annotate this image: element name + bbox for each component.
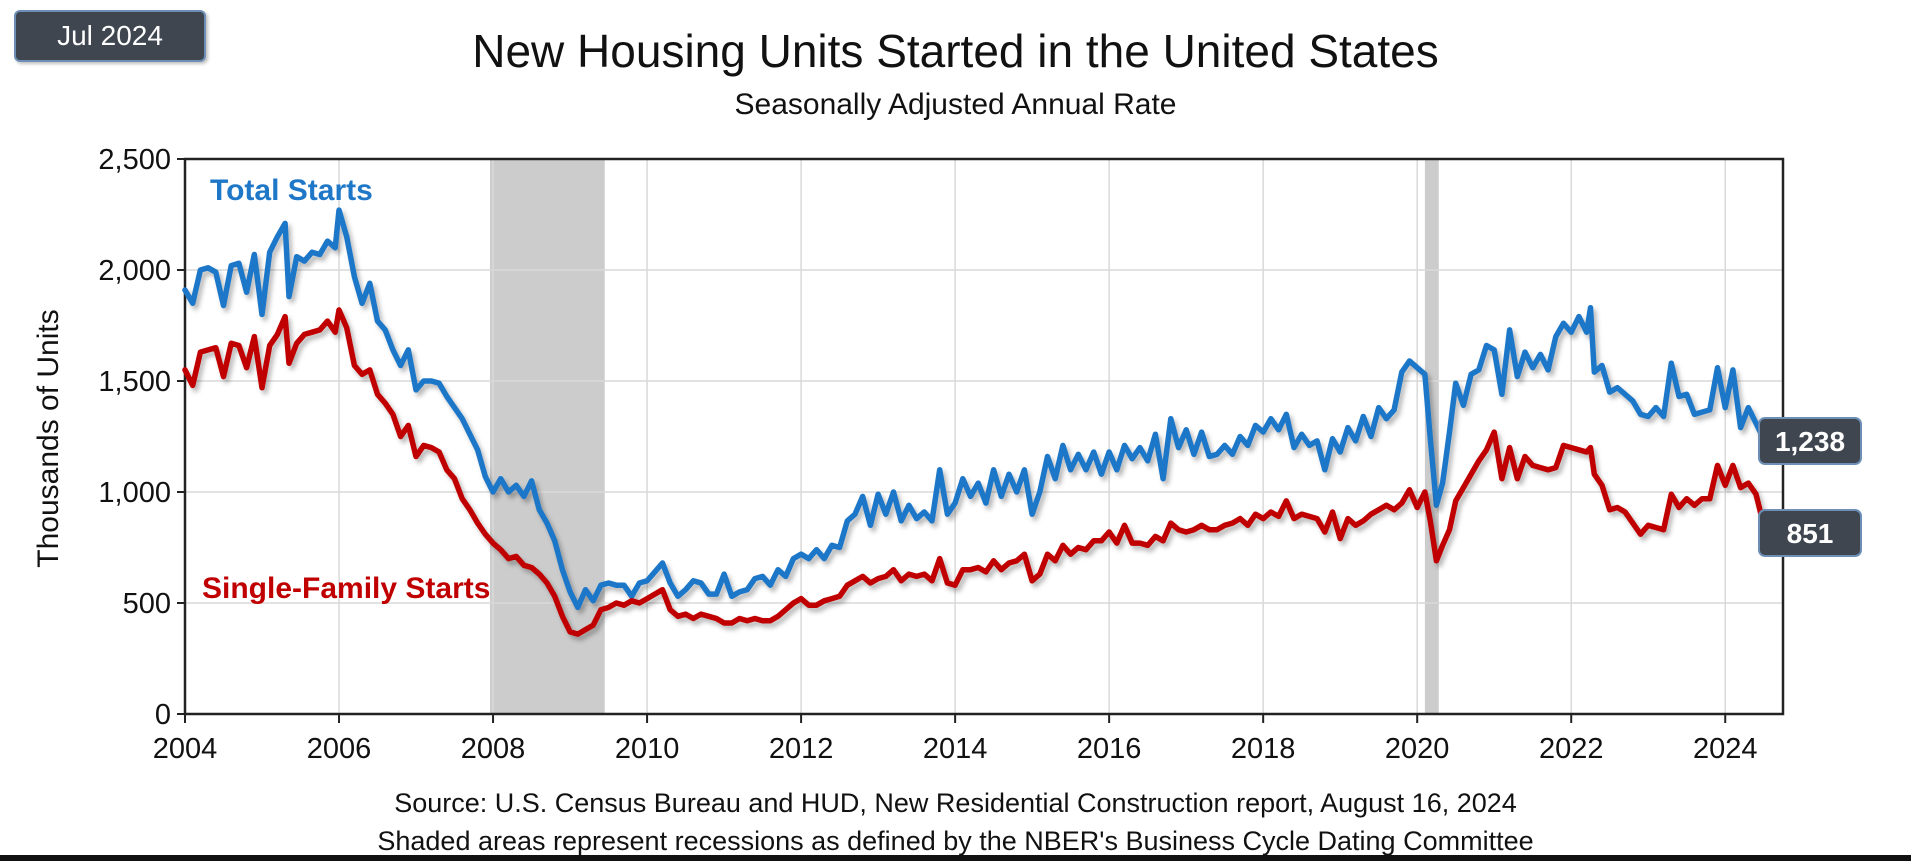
end-value-1: 851 <box>1758 509 1862 557</box>
line-chart: 0 500 1,000 1,500 2,000 2,500 2004 2006 2008 201… <box>32 144 1862 765</box>
recession-shading <box>489 159 1439 714</box>
x-tick-label: 2008 <box>461 733 526 765</box>
x-tick-label: 2010 <box>615 733 680 765</box>
y-tick-label: 1,500 <box>98 366 171 398</box>
source-note: Source: U.S. Census Bureau and HUD, New … <box>394 788 1517 818</box>
bottom-rule <box>0 855 1911 861</box>
x-tick-label: 2020 <box>1385 733 1450 765</box>
date-badge: Jul 2024 <box>14 10 206 62</box>
x-tick-label: 2016 <box>1077 733 1142 765</box>
end-value-0: 1,238 <box>1758 417 1862 465</box>
chart-subtitle: Seasonally Adjusted Annual Rate <box>734 88 1177 121</box>
y-tick-label: 500 <box>123 588 171 620</box>
y-tick-label: 2,500 <box>98 144 171 176</box>
y-tick-label: 0 <box>155 699 171 731</box>
x-tick-label: 2006 <box>307 733 372 765</box>
x-tick-label: 2014 <box>923 733 988 765</box>
x-tick-label: 2022 <box>1539 733 1604 765</box>
y-tick-label: 2,000 <box>98 255 171 287</box>
x-tick-label: 2018 <box>1231 733 1296 765</box>
y-axis-label: Thousands of Units <box>32 309 65 567</box>
recession-band-0 <box>489 159 605 714</box>
end-value-text: 851 <box>1787 518 1834 549</box>
x-axis-ticks: 2004 2006 2008 2010 2012 2014 2016 2018 2020 2022… <box>153 714 1758 765</box>
series-labels: Total Starts Single-Family Starts <box>202 174 490 605</box>
gridlines <box>184 158 1783 715</box>
y-tick-label: 1,000 <box>98 477 171 509</box>
end-value-text: 1,238 <box>1775 426 1845 457</box>
x-tick-label: 2004 <box>153 733 218 765</box>
series-line-1 <box>182 307 1767 637</box>
end-value-labels: 1,238 851 <box>1758 417 1862 557</box>
x-tick-label: 2024 <box>1693 733 1758 765</box>
chart-title: New Housing Units Started in the United … <box>472 25 1439 77</box>
y-axis-ticks: 0 500 1,000 1,500 2,000 2,500 <box>98 144 185 731</box>
series-line-0 <box>182 207 1767 611</box>
plot-area-border <box>183 157 1785 716</box>
recession-note: Shaded areas represent recessions as def… <box>377 826 1534 856</box>
series-label-1: Single-Family Starts <box>202 572 490 605</box>
series-lines <box>182 207 1767 637</box>
x-tick-label: 2012 <box>769 733 834 765</box>
end-value-box <box>1758 509 1862 557</box>
series-label-0: Total Starts <box>210 174 373 207</box>
end-value-box <box>1758 417 1862 465</box>
